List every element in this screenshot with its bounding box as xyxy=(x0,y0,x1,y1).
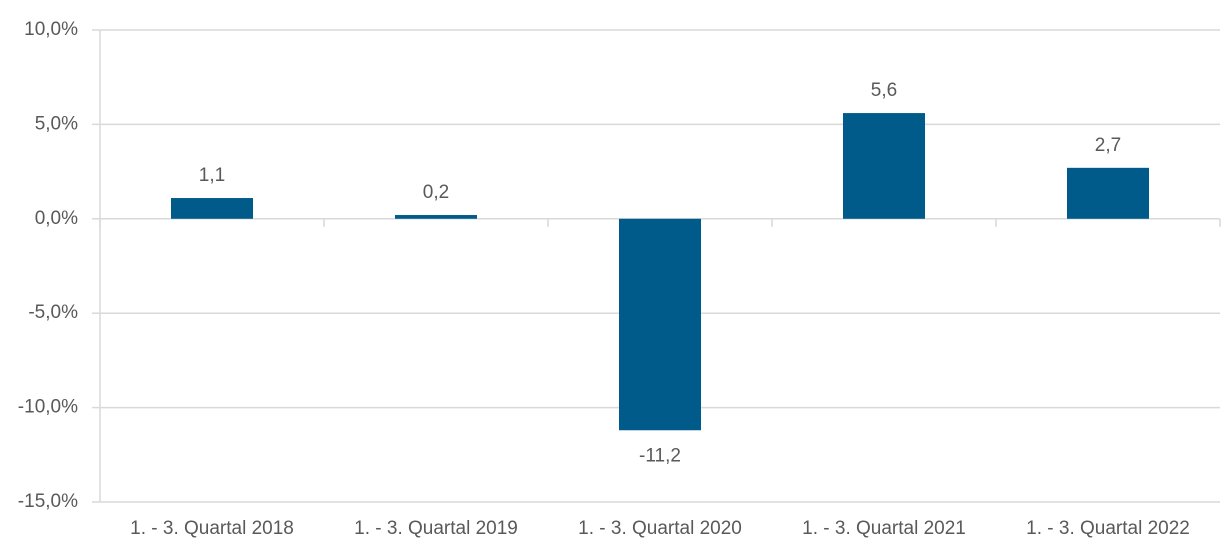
bar xyxy=(171,198,253,219)
x-tick-label: 1. - 3. Quartal 2021 xyxy=(802,518,966,539)
value-label: 2,7 xyxy=(1095,135,1121,156)
x-tick-label: 1. - 3. Quartal 2022 xyxy=(1026,518,1190,539)
y-tick-label: -10,0% xyxy=(18,397,78,418)
value-label: 0,2 xyxy=(423,182,449,203)
bar xyxy=(1067,167,1149,219)
bar xyxy=(395,215,477,219)
y-tick-label: 10,0% xyxy=(24,19,78,40)
value-label: 5,6 xyxy=(871,80,897,101)
y-tick-label: -5,0% xyxy=(28,302,78,323)
y-tick-label: 5,0% xyxy=(35,113,78,134)
x-tick-label: 1. - 3. Quartal 2020 xyxy=(578,518,742,539)
y-tick-label: -15,0% xyxy=(18,491,78,512)
bar xyxy=(619,218,701,431)
x-tick-label: 1. - 3. Quartal 2019 xyxy=(354,518,518,539)
bar xyxy=(843,113,925,219)
x-tick-label: 1. - 3. Quartal 2018 xyxy=(130,518,294,539)
value-label: -11,2 xyxy=(639,445,681,466)
y-tick-label: 0,0% xyxy=(35,208,78,229)
value-label: 1,1 xyxy=(199,165,225,186)
